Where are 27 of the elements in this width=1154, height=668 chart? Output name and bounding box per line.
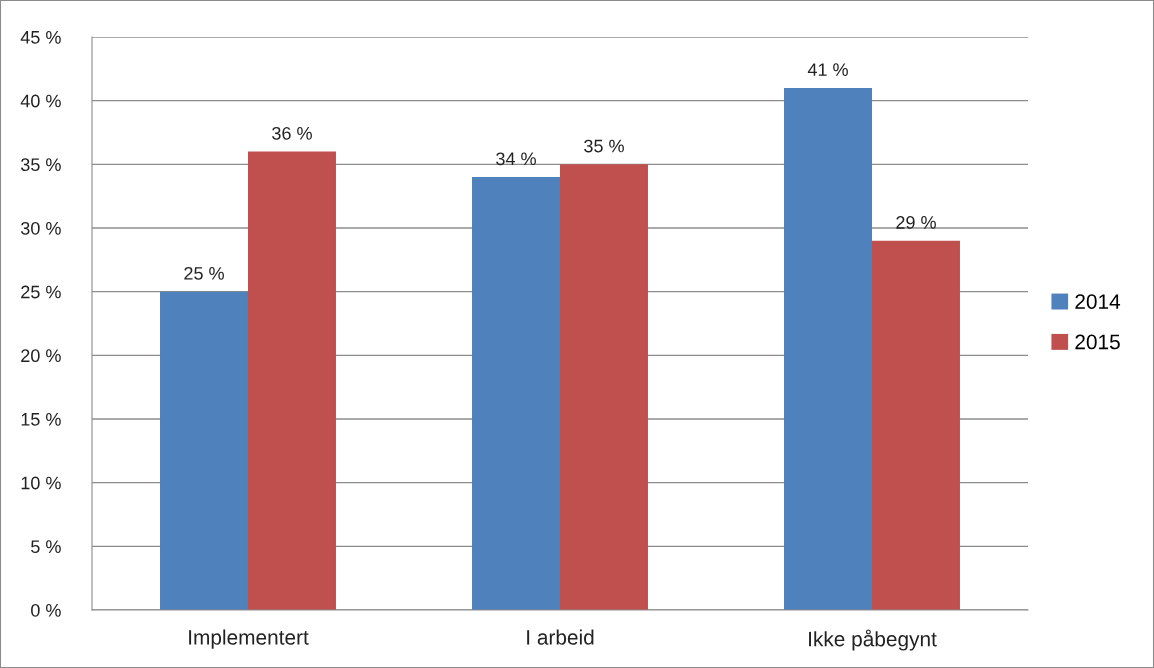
data-label: 41 %: [807, 63, 848, 76]
data-label: 36 %: [272, 126, 312, 140]
y-tick-label: 40 %: [20, 94, 61, 108]
y-tick-label: 15 %: [21, 413, 61, 426]
y-tick-label: 5 %: [31, 540, 61, 554]
y-tick-label: 10 %: [21, 476, 61, 490]
data-label: 25 %: [184, 266, 224, 280]
x-tick-label: Ikke påbegynt: [809, 629, 937, 651]
bar: [160, 291, 248, 610]
data-label: 35 %: [584, 139, 624, 153]
x-tick-label: Implementert: [189, 629, 309, 649]
bar: [472, 177, 560, 610]
y-tick-label: 25 %: [21, 285, 61, 299]
bar: [784, 87, 872, 610]
y-tick-label: 30 %: [20, 221, 61, 235]
bar: [248, 151, 336, 610]
bar: [560, 164, 648, 610]
y-tick-label: 0 %: [31, 603, 61, 617]
y-tick-label: 35 %: [20, 158, 61, 172]
data-label: 34 %: [496, 152, 536, 166]
y-tick-label: 20 %: [21, 349, 61, 363]
legend-label: 2015: [1075, 334, 1120, 350]
legend-label: 2014: [1075, 294, 1121, 309]
data-label: 29 %: [896, 216, 936, 229]
x-tick-label: I arbeid: [527, 629, 594, 645]
bar: [872, 240, 960, 610]
y-tick-label: 45 %: [20, 31, 61, 44]
